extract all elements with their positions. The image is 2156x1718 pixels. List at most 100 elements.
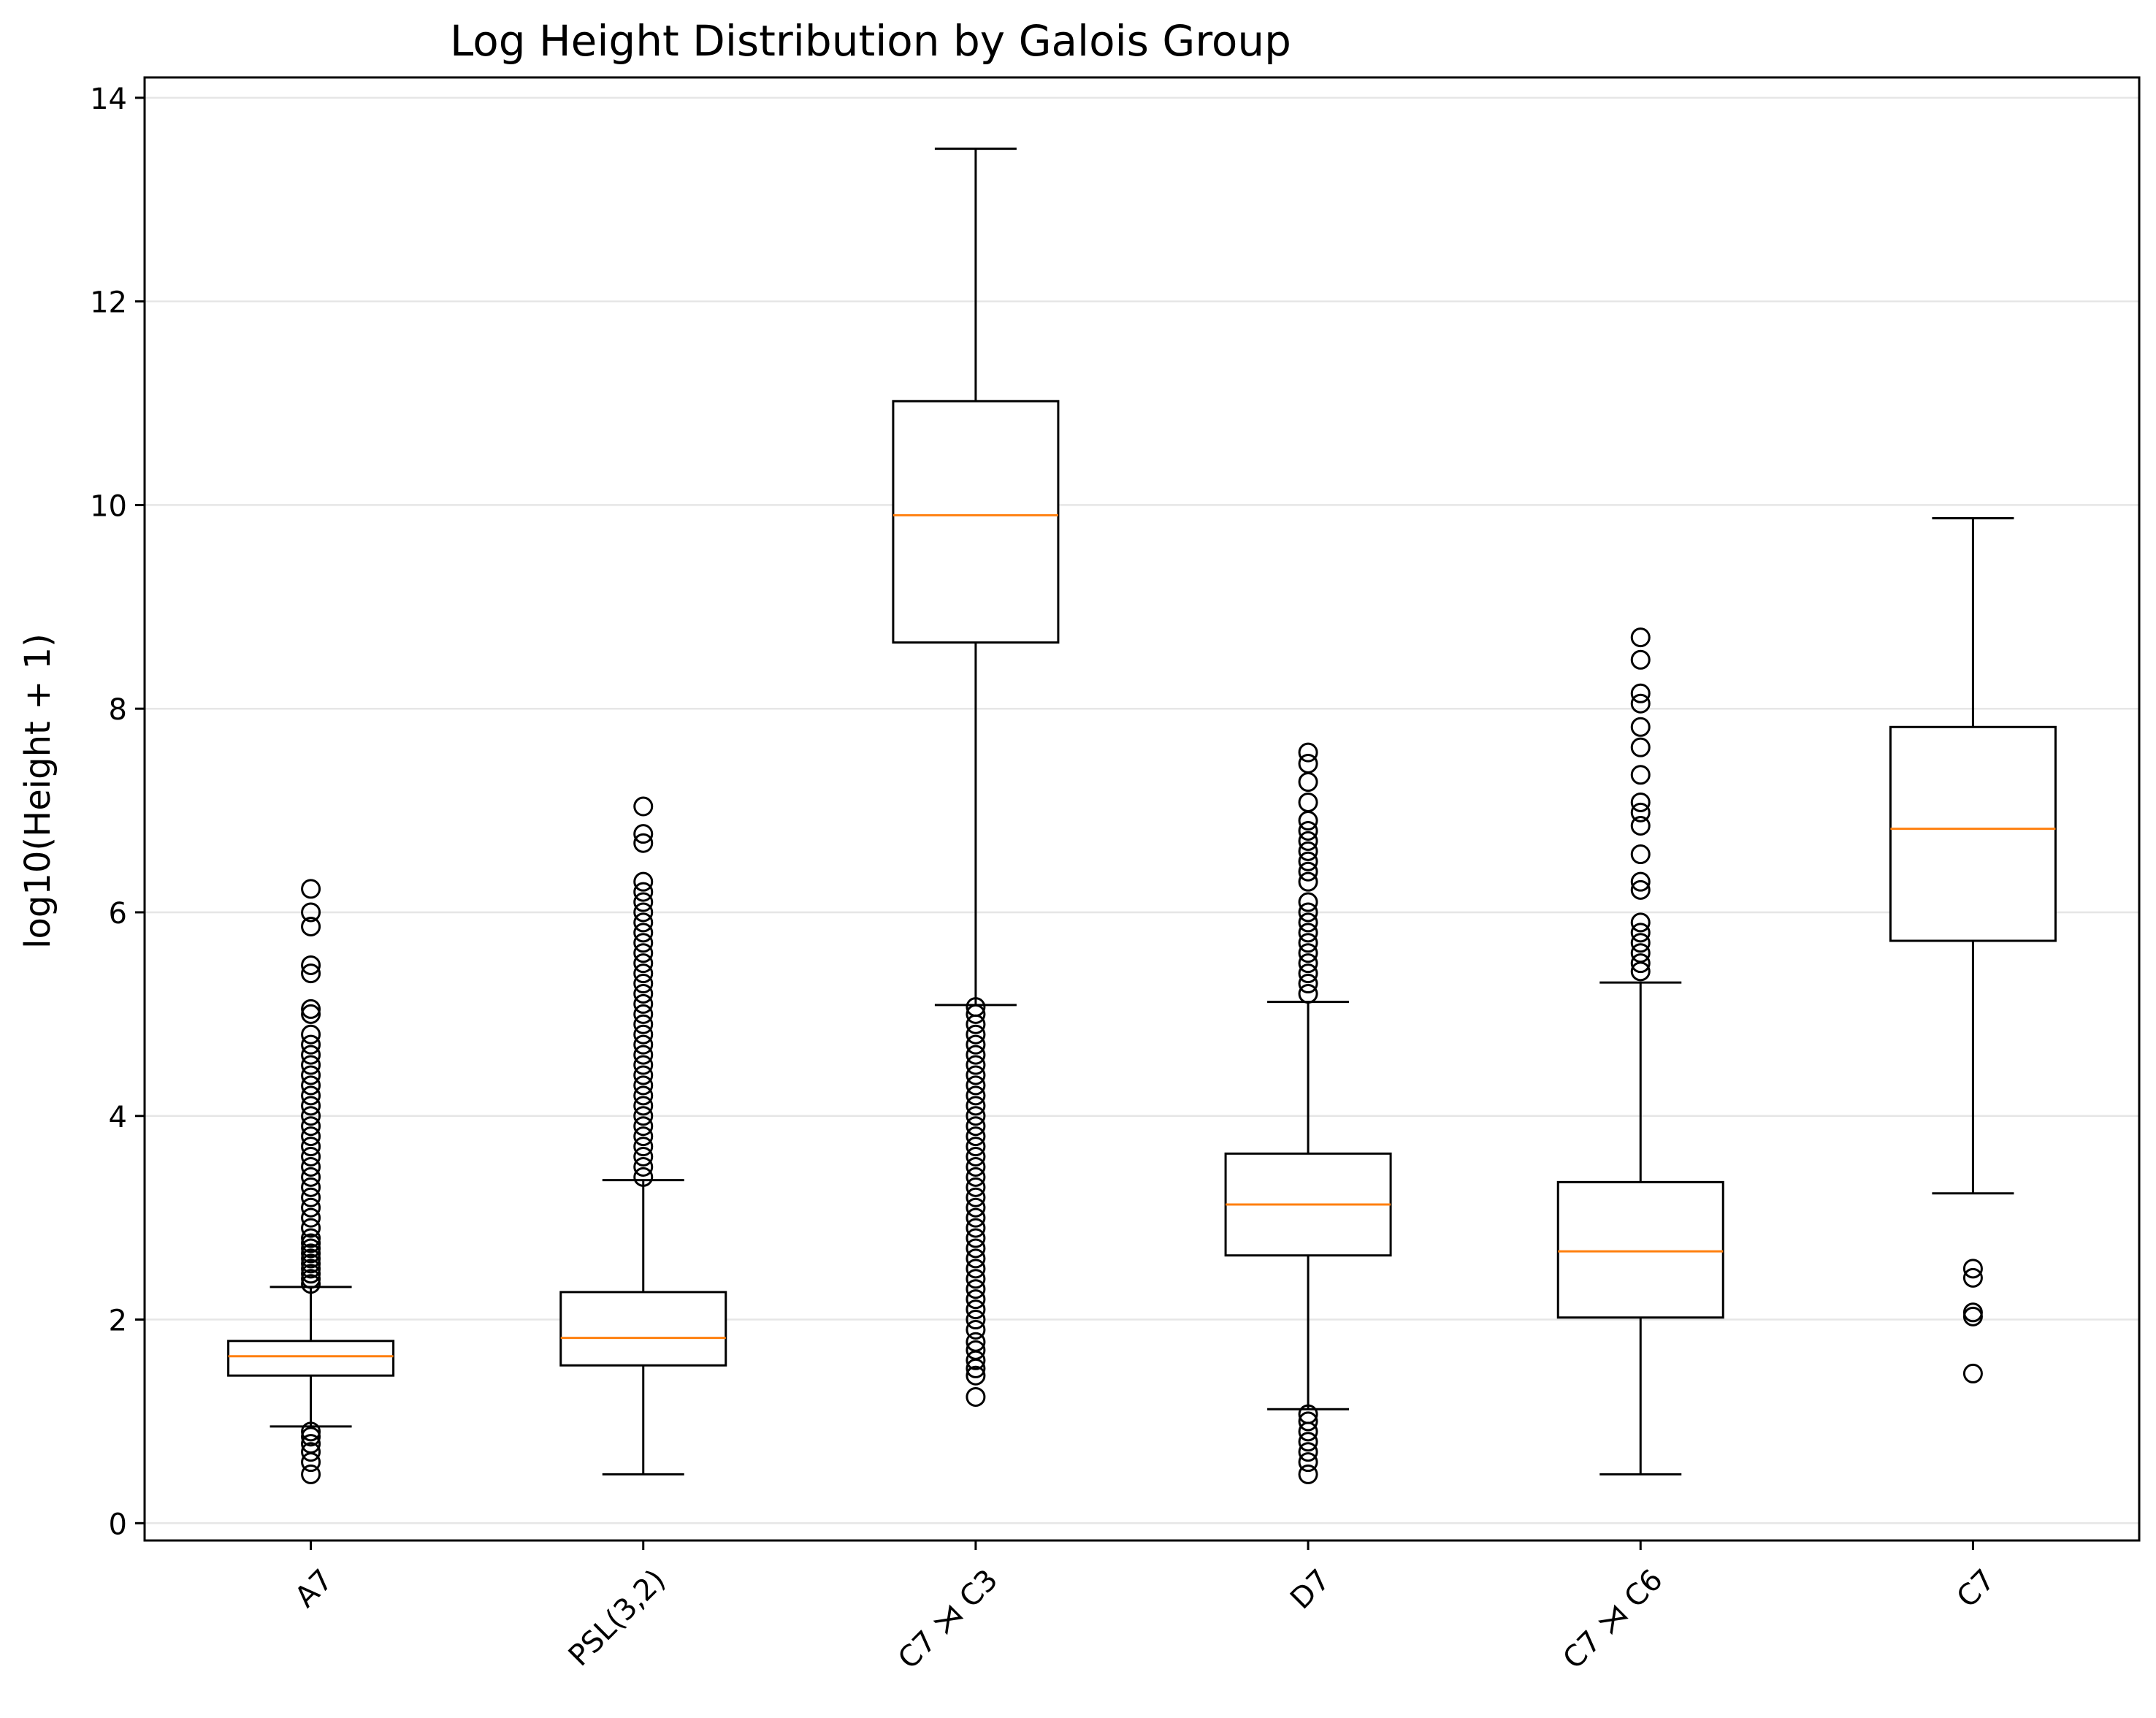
outlier-point: [633, 882, 654, 902]
outlier-point: [301, 1464, 321, 1484]
outlier-point: [1298, 1452, 1318, 1473]
outlier-point: [301, 1207, 321, 1228]
outlier-point: [1630, 683, 1651, 703]
plot-frame: [143, 76, 2141, 1542]
outlier-point: [1298, 943, 1318, 963]
outlier-point: [966, 1259, 986, 1279]
outlier-point: [301, 1264, 321, 1284]
outlier-point: [633, 1075, 654, 1096]
iqr-box: [1556, 1180, 1724, 1319]
outlier-point: [1298, 841, 1318, 861]
outlier-point: [1962, 1259, 1983, 1279]
outlier-point: [633, 1116, 654, 1137]
outlier-point: [633, 1106, 654, 1126]
y-tick-label: 4: [109, 1101, 127, 1134]
outlier-point: [966, 1207, 986, 1228]
outlier-point: [966, 997, 986, 1018]
outlier-point: [301, 1177, 321, 1197]
y-tick-label: 12: [90, 286, 127, 320]
outlier-point: [633, 974, 654, 994]
outlier-point: [966, 1167, 986, 1187]
outlier-point: [966, 1004, 986, 1024]
iqr-box: [1889, 725, 2057, 942]
outlier-point: [301, 902, 321, 923]
outlier-point: [301, 1024, 321, 1045]
outlier-point: [301, 1421, 321, 1442]
outlier-point: [1298, 792, 1318, 812]
outlier-point: [966, 1299, 986, 1320]
outlier-point: [1962, 1302, 1983, 1323]
outlier-point: [1630, 815, 1651, 836]
outlier-point: [633, 1045, 654, 1065]
outlier-point: [966, 1034, 986, 1055]
outlier-point: [633, 1014, 654, 1034]
outlier-point: [1298, 831, 1318, 851]
outlier-point: [633, 1055, 654, 1075]
outlier-point: [1298, 1442, 1318, 1462]
outlier-point: [1298, 974, 1318, 994]
outlier-point: [966, 1218, 986, 1238]
outlier-point: [301, 999, 321, 1019]
y-tick-label: 6: [109, 897, 127, 931]
outlier-point: [633, 824, 654, 844]
box-group: [1556, 627, 1724, 1475]
outlier-point: [1630, 627, 1651, 648]
iqr-box: [227, 1340, 395, 1377]
y-tick-label: 14: [90, 83, 127, 116]
outlier-point: [1298, 983, 1318, 1004]
outlier-point: [1962, 1363, 1983, 1383]
outlier-point: [301, 916, 321, 936]
box-group: [227, 879, 395, 1484]
outlier-point: [1630, 871, 1651, 892]
outlier-point: [301, 1253, 321, 1274]
outlier-point: [633, 1065, 654, 1085]
outlier-point: [301, 1187, 321, 1207]
outlier-point: [1630, 649, 1651, 670]
outlier-point: [633, 1096, 654, 1116]
outlier-point: [633, 943, 654, 963]
outlier-point: [301, 1274, 321, 1294]
outlier-point: [301, 1034, 321, 1055]
outlier-point: [966, 1279, 986, 1299]
outlier-point: [1630, 879, 1651, 900]
outlier-point: [633, 1137, 654, 1157]
outlier-point: [633, 902, 654, 923]
box-group: [559, 796, 727, 1475]
outlier-point: [1298, 1432, 1318, 1452]
outlier-point: [1298, 871, 1318, 892]
box-group: [1889, 517, 2057, 1383]
outlier-point: [301, 1259, 321, 1279]
outlier-point: [633, 1034, 654, 1055]
outlier-point: [301, 1197, 321, 1218]
outlier-point: [966, 1106, 986, 1126]
outlier-point: [1298, 902, 1318, 923]
outlier-point: [633, 933, 654, 953]
outlier-point: [301, 1075, 321, 1096]
y-tick-label: 10: [90, 489, 127, 523]
outlier-point: [301, 1218, 321, 1238]
outlier-point: [966, 1310, 986, 1330]
outlier-point: [633, 923, 654, 943]
iqr-box: [892, 400, 1060, 644]
outlier-point: [1298, 851, 1318, 871]
outlier-point: [966, 1096, 986, 1116]
y-axis-label: log10(Height + 1): [18, 633, 58, 949]
outlier-point: [633, 892, 654, 912]
outlier-point: [1298, 1464, 1318, 1484]
outlier-point: [301, 1126, 321, 1147]
outlier-point: [1298, 923, 1318, 943]
outlier-point: [301, 1167, 321, 1187]
outlier-point: [966, 1147, 986, 1167]
outlier-point: [301, 1106, 321, 1126]
outlier-point: [966, 1319, 986, 1340]
outlier-point: [633, 1126, 654, 1147]
outlier-point: [301, 1248, 321, 1269]
outlier-point: [301, 1228, 321, 1248]
outlier-point: [966, 1024, 986, 1045]
outlier-point: [633, 953, 654, 974]
grid-lines: [145, 96, 2139, 1524]
outlier-point: [301, 1442, 321, 1462]
outlier-point: [1630, 765, 1651, 785]
